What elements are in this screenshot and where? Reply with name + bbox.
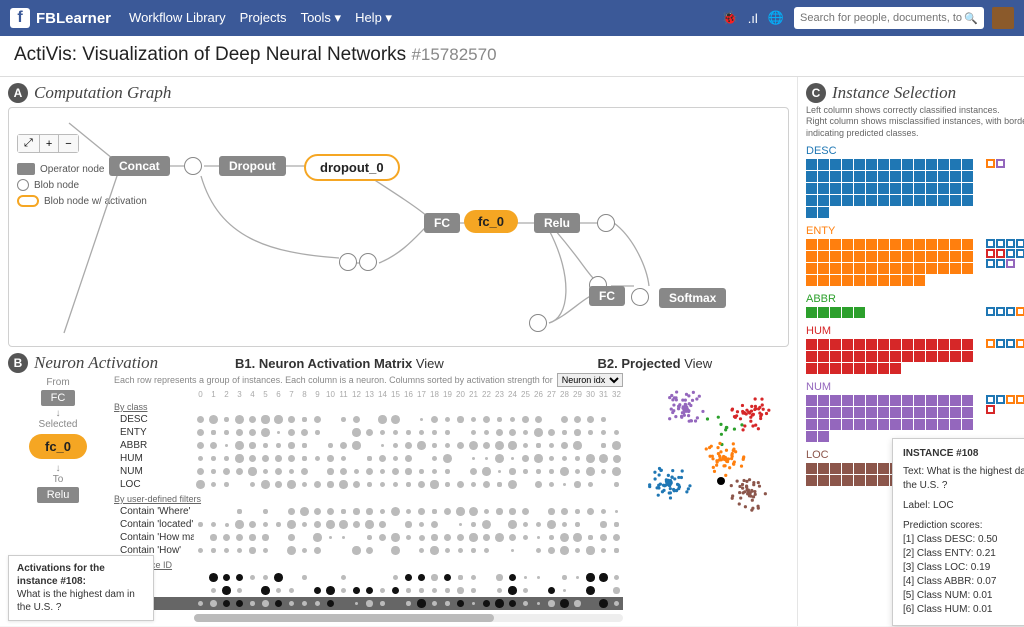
blob-2[interactable] <box>339 253 357 271</box>
class-block: DESC <box>806 145 1024 218</box>
node-fc1[interactable]: FC <box>424 213 460 233</box>
main-content: A Computation Graph ⤢ + − Operator node … <box>0 77 1024 626</box>
matrix-row[interactable]: Contain 'How many' <box>114 531 623 544</box>
nav-item-help[interactable]: Help ▾ <box>355 10 392 26</box>
node-relu[interactable]: Relu <box>534 213 580 233</box>
column-numbers: 0123456789101112131415161718192021222324… <box>114 390 623 399</box>
matrix-row[interactable]: DESC <box>114 413 623 426</box>
blob-7[interactable] <box>631 288 649 306</box>
misclass-grid[interactable] <box>986 307 1024 316</box>
search-input[interactable] <box>800 12 964 24</box>
class-block: HUM <box>806 325 1024 374</box>
panel-c-badge: C <box>806 83 826 103</box>
instance-tooltip-c: INSTANCE #108 Text: What is the highest … <box>892 438 1024 626</box>
matrix-desc-text: Each row represents a group of instances… <box>114 375 553 385</box>
class-block: ENTY <box>806 225 1024 286</box>
node-dropout0[interactable]: dropout_0 <box>304 154 400 181</box>
title-hash: #15782570 <box>411 45 496 64</box>
panel-a-badge: A <box>8 83 28 103</box>
flow-relu[interactable]: Relu <box>37 487 80 503</box>
activation-matrix: Each row represents a group of instances… <box>114 373 623 622</box>
panel-a-title: Computation Graph <box>34 83 171 103</box>
correct-grid[interactable] <box>806 307 976 318</box>
correct-grid[interactable] <box>806 159 976 218</box>
matrix-row[interactable]: #30 <box>114 584 623 597</box>
blob-1[interactable] <box>184 157 202 175</box>
graph-edges <box>9 108 788 346</box>
page-title: ActiVis: Visualization of Deep Neural Ne… <box>14 44 1010 66</box>
class-block: NUM <box>806 381 1024 442</box>
panel-c-title: Instance Selection <box>832 83 956 103</box>
misclass-grid[interactable] <box>986 159 1024 168</box>
node-fc0[interactable]: fc_0 <box>464 210 518 233</box>
panel-a-header: A Computation Graph <box>8 83 789 103</box>
instance-tooltip-b: Activations for the instance #108: What … <box>8 555 154 621</box>
nav-item-projects[interactable]: Projects <box>240 10 287 26</box>
matrix-row[interactable]: #94 <box>114 571 623 584</box>
class-label: HUM <box>806 325 1024 337</box>
matrix-row[interactable]: NUM <box>114 465 623 478</box>
computation-graph-panel[interactable]: ⤢ + − Operator node Blob node Blob node … <box>8 107 789 347</box>
matrix-group-label: By instance ID <box>114 560 623 570</box>
blob-3[interactable] <box>359 253 377 271</box>
nav-item-tools[interactable]: Tools ▾ <box>301 10 342 26</box>
matrix-row[interactable]: #108 <box>114 597 623 610</box>
correct-grid[interactable] <box>806 339 976 374</box>
matrix-scrollbar[interactable] <box>194 614 623 622</box>
panel-b-title: Neuron Activation <box>34 353 158 373</box>
globe-icon[interactable]: 🌐 <box>768 10 784 26</box>
matrix-row[interactable]: Contain 'Where' <box>114 505 623 518</box>
blob-5[interactable] <box>529 314 547 332</box>
correct-grid[interactable] <box>806 239 976 286</box>
nav-menu: Workflow Library Projects Tools ▾ Help ▾ <box>129 10 392 26</box>
blob-4[interactable] <box>597 214 615 232</box>
node-fc2[interactable]: FC <box>589 286 625 306</box>
signal-icon[interactable]: .ıl <box>748 11 758 26</box>
class-block: ABBR <box>806 293 1024 318</box>
title-bar: ActiVis: Visualization of Deep Neural Ne… <box>0 36 1024 77</box>
nav-item-workflow[interactable]: Workflow Library <box>129 10 226 26</box>
matrix-row[interactable]: Contain 'located' <box>114 518 623 531</box>
matrix-group-label: By user-defined filters <box>114 494 623 504</box>
misclass-grid[interactable] <box>986 339 1024 348</box>
nav-status-icons: 🐞 .ıl 🌐 <box>722 10 785 26</box>
top-navbar: f FBLearner Workflow Library Projects To… <box>0 0 1024 36</box>
matrix-row[interactable]: ABBR <box>114 439 623 452</box>
matrix-row[interactable]: LOC <box>114 478 623 491</box>
node-softmax[interactable]: Softmax <box>659 288 726 308</box>
matrix-group-label: By class <box>114 402 623 412</box>
correct-grid[interactable] <box>806 395 976 442</box>
left-column: A Computation Graph ⤢ + − Operator node … <box>0 77 798 626</box>
node-concat[interactable]: Concat <box>109 156 170 176</box>
flow-fc0[interactable]: fc_0 <box>29 434 87 459</box>
panel-b-badge: B <box>8 353 28 373</box>
matrix-row[interactable]: HUM <box>114 452 623 465</box>
class-label: DESC <box>806 145 1024 157</box>
bug-icon[interactable]: 🐞 <box>722 10 738 26</box>
search-box[interactable]: 🔍 <box>794 7 984 29</box>
fb-logo-icon[interactable]: f <box>10 8 30 28</box>
misclass-grid[interactable] <box>986 239 1024 268</box>
class-label: NUM <box>806 381 1024 393</box>
b1-subtitle: B1. Neuron Activation Matrix View <box>235 356 444 371</box>
b2-subtitle: B2. Projected View <box>598 356 713 371</box>
matrix-row[interactable]: Contain 'How' <box>114 544 623 557</box>
projected-scatter[interactable] <box>629 373 789 622</box>
flow-fc[interactable]: FC <box>41 390 76 406</box>
search-icon[interactable]: 🔍 <box>964 12 978 25</box>
misclass-grid[interactable] <box>986 395 1024 414</box>
panel-c-desc: Left column shows correctly classified i… <box>806 105 1024 139</box>
sort-select[interactable]: Neuron idx <box>557 373 623 387</box>
class-label: ENTY <box>806 225 1024 237</box>
avatar[interactable] <box>992 7 1014 29</box>
brand-name[interactable]: FBLearner <box>36 10 111 27</box>
instance-selection-panel: C Instance Selection Left column shows c… <box>798 77 1024 626</box>
node-dropout[interactable]: Dropout <box>219 156 286 176</box>
matrix-row[interactable]: ENTY <box>114 426 623 439</box>
class-label: ABBR <box>806 293 1024 305</box>
